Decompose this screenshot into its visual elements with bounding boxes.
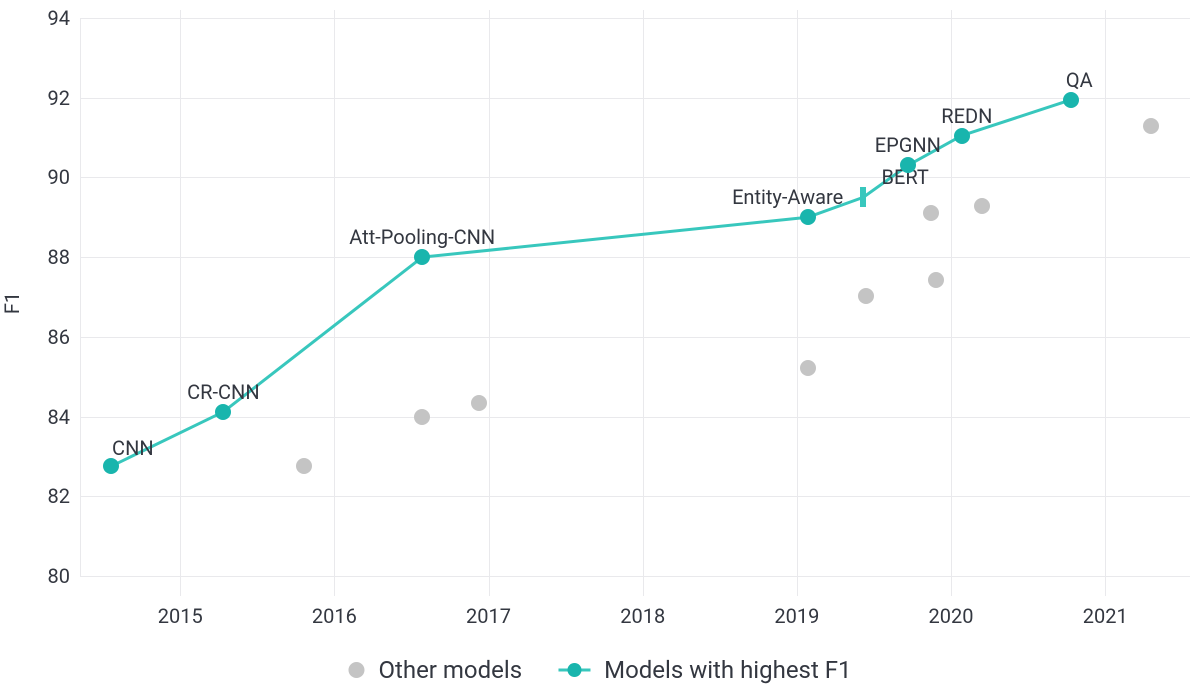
legend-swatch-line [558, 662, 590, 678]
point-label: REDN [941, 104, 992, 128]
other-model-point[interactable] [1143, 118, 1159, 134]
best-model-point[interactable] [800, 209, 816, 225]
grid-line-v [489, 10, 490, 596]
y-tick-label: 80 [48, 564, 70, 588]
y-tick-label: 82 [48, 484, 70, 508]
grid-line-h [80, 337, 1190, 338]
other-model-point[interactable] [414, 409, 430, 425]
x-tick-label: 2017 [466, 604, 511, 628]
other-model-point[interactable] [923, 205, 939, 221]
other-model-point[interactable] [296, 458, 312, 474]
y-axis-label: F1 [0, 292, 24, 314]
x-tick-label: 2019 [774, 604, 819, 628]
legend-label: Models with highest F1 [604, 656, 851, 684]
best-model-point[interactable] [414, 249, 430, 265]
grid-line-v [643, 10, 644, 596]
legend-item-other[interactable]: Other models [348, 656, 522, 684]
grid-line-v [951, 10, 952, 596]
grid-line-h [80, 576, 1190, 577]
x-tick-label: 2020 [929, 604, 974, 628]
best-model-point[interactable] [860, 187, 866, 207]
grid-line-h [80, 257, 1190, 258]
other-model-point[interactable] [471, 395, 487, 411]
y-tick-label: 84 [48, 405, 70, 429]
grid-line-h [80, 18, 1190, 19]
point-label: CNN [112, 436, 154, 460]
other-model-point[interactable] [928, 272, 944, 288]
chart-container: F1 8082848688909294201520162017201820192… [0, 0, 1200, 700]
y-tick-label: 86 [48, 325, 70, 349]
x-tick-label: 2015 [158, 604, 203, 628]
grid-line-v [797, 10, 798, 596]
best-model-point[interactable] [103, 458, 119, 474]
point-label: Att-Pooling-CNN [349, 225, 495, 249]
legend-item-best[interactable]: Models with highest F1 [558, 656, 851, 684]
grid-line-h [80, 177, 1190, 178]
grid-line-h [80, 417, 1190, 418]
point-label: CR-CNN [187, 380, 259, 404]
best-model-point[interactable] [900, 157, 916, 173]
y-tick-label: 90 [48, 165, 70, 189]
grid-line-h [80, 98, 1190, 99]
grid-line-h [80, 496, 1190, 497]
x-tick-label: 2018 [620, 604, 665, 628]
point-label: EPGNN [875, 133, 941, 157]
other-model-point[interactable] [800, 360, 816, 376]
y-tick-label: 94 [48, 6, 70, 30]
other-model-point[interactable] [974, 198, 990, 214]
grid-line-v [334, 10, 335, 596]
y-tick-label: 92 [48, 86, 70, 110]
best-model-point[interactable] [1063, 92, 1079, 108]
best-model-point[interactable] [215, 404, 231, 420]
plot-area: 8082848688909294201520162017201820192020… [80, 10, 1190, 596]
x-tick-label: 2021 [1083, 604, 1128, 628]
legend-swatch-dot [348, 662, 364, 678]
grid-line-v [1105, 10, 1106, 596]
x-tick-label: 2016 [312, 604, 357, 628]
grid-line-v [180, 10, 181, 596]
point-label: Entity-Aware [732, 185, 843, 209]
legend: Other models Models with highest F1 [348, 656, 851, 684]
y-tick-label: 88 [48, 245, 70, 269]
other-model-point[interactable] [858, 288, 874, 304]
y-axis-line [80, 18, 81, 576]
best-model-point[interactable] [954, 128, 970, 144]
point-label: QA [1066, 68, 1093, 92]
legend-label: Other models [378, 656, 522, 684]
